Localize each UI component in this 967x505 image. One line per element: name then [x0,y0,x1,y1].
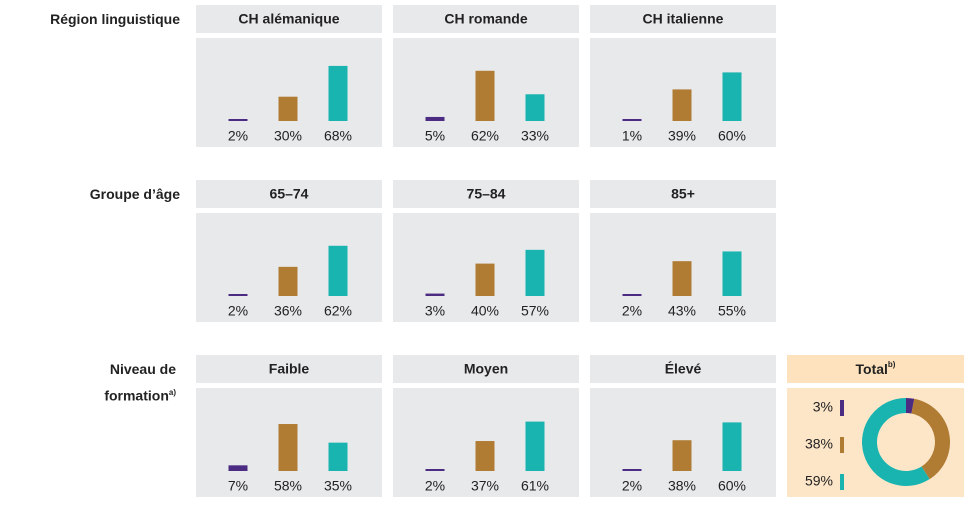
legend-swatch [840,437,844,453]
bar [425,293,445,296]
panel-header [196,355,382,383]
bar [475,263,495,296]
value-label: 35% [324,478,352,494]
panel-title: 85+ [671,186,695,202]
row-label: Groupe d’âge [0,182,180,206]
panel-header [590,180,776,208]
row-label: Niveau de formationa) [0,357,176,408]
value-label: 60% [718,478,746,494]
donut-segment [911,398,951,480]
value-label: 61% [521,478,549,494]
footnote-mark: b) [888,360,896,369]
panel-header [196,180,382,208]
bar [328,245,348,296]
bar [475,441,495,471]
panel-header [590,5,776,33]
bar [475,70,495,121]
value-label: 40% [471,303,499,319]
donut-segment [861,398,930,487]
bar [228,294,248,296]
value-label: 37% [471,478,499,494]
value-label: 1% [622,128,642,144]
value-label: 36% [274,303,302,319]
value-label: 57% [521,303,549,319]
panel-body [196,38,382,147]
panel-title: Élevé [665,361,702,377]
bar [328,65,348,121]
bar [722,422,742,471]
value-label: 2% [228,303,248,319]
bar [525,249,545,296]
panel-header [590,355,776,383]
value-label: 2% [622,303,642,319]
panel-header [393,355,579,383]
bar [622,119,642,121]
bar [425,116,445,121]
value-label: 3% [425,303,445,319]
bar [722,72,742,121]
value-label: 60% [718,128,746,144]
value-label: 30% [274,128,302,144]
total-title: Totalb) [856,360,896,377]
value-label: 62% [471,128,499,144]
bar [672,440,692,471]
value-label: 62% [324,303,352,319]
panel-header [393,5,579,33]
legend-label: 3% [813,399,833,415]
panel-title: Moyen [464,361,508,377]
value-label: 55% [718,303,746,319]
legend-label: 59% [805,473,833,489]
total-title-text: Total [856,361,888,377]
panel-title: CH italienne [643,11,724,27]
panel-header [393,180,579,208]
total-header [787,355,964,383]
bar [622,294,642,296]
value-label: 2% [622,478,642,494]
panel-title: 65–74 [270,186,309,202]
bar [278,266,298,296]
bar [672,261,692,296]
legend-swatch [840,474,844,490]
row-label-text: Région linguistique [50,11,180,27]
bar [672,89,692,121]
value-label: 39% [668,128,696,144]
panel-title: CH alémanique [238,11,339,27]
bar [228,119,248,121]
bar [278,424,298,471]
row-label: Région linguistique [0,7,180,31]
bar [622,469,642,471]
panel-title: CH romande [444,11,527,27]
value-label: 33% [521,128,549,144]
value-label: 58% [274,478,302,494]
bar [228,465,248,471]
panel-title: Faible [269,361,310,377]
footnote-mark: a) [168,388,176,397]
row-label-text: Groupe d’âge [89,186,180,202]
bar [722,251,742,296]
legend-label: 38% [805,436,833,452]
bar [525,94,545,121]
value-label: 5% [425,128,445,144]
bar [525,421,545,471]
donut-segment [906,398,915,414]
value-label: 43% [668,303,696,319]
value-label: 68% [324,128,352,144]
panel-header [196,5,382,33]
value-label: 7% [228,478,248,494]
panel-title: 75–84 [467,186,506,202]
bar [425,469,445,471]
legend-swatch [840,400,844,416]
value-label: 38% [668,478,696,494]
row-label-text: Niveau de formation [104,361,176,404]
bar [278,96,298,121]
value-label: 2% [228,128,248,144]
value-label: 2% [425,478,445,494]
bar [328,442,348,471]
